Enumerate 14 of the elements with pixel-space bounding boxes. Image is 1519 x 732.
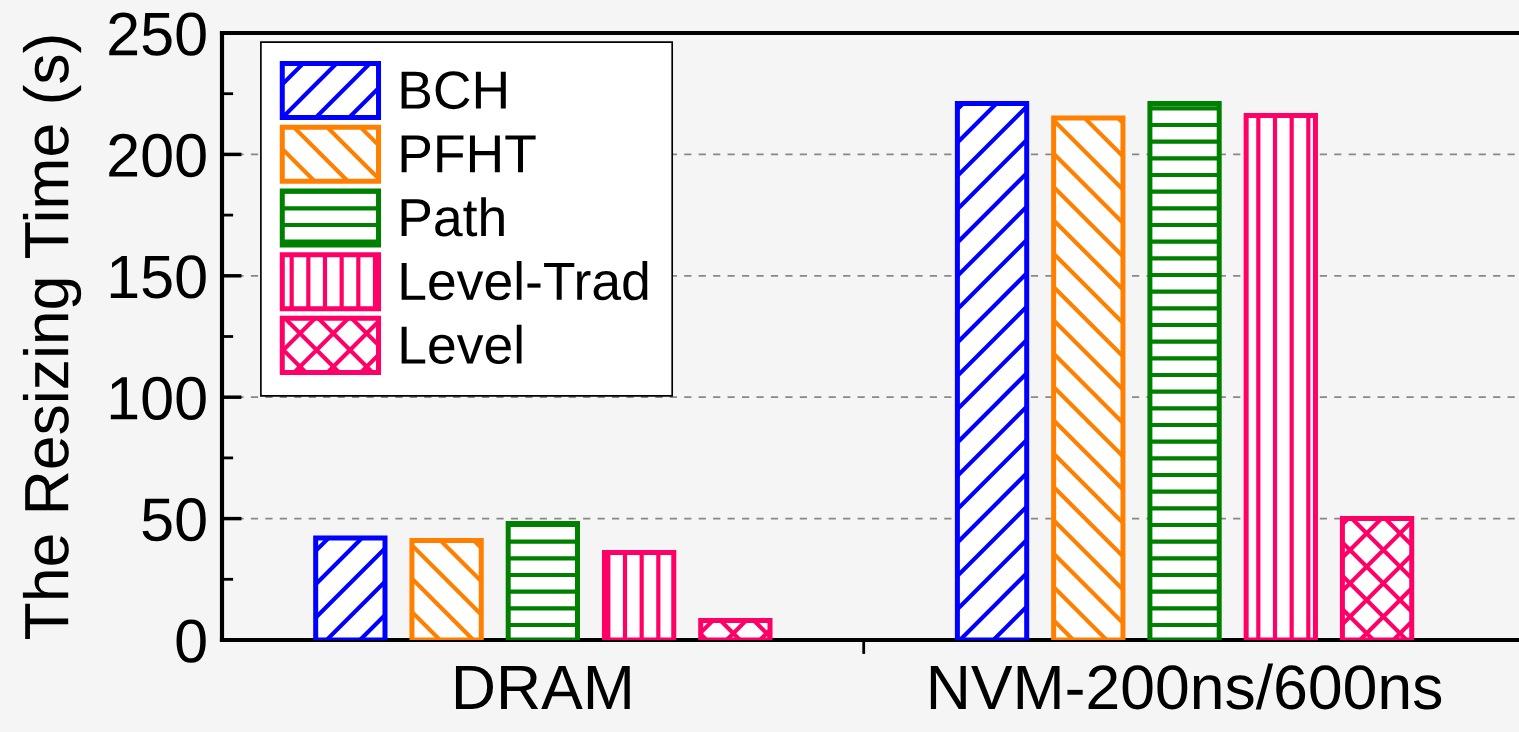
y-tick-label: 250: [109, 12, 206, 56]
legend-label: PFHT: [401, 135, 536, 173]
legend-label: BCH: [401, 71, 506, 110]
y-tick-label: 0: [176, 619, 206, 663]
y-tick-label: 100: [110, 376, 206, 420]
x-tick-label: NVM-200ns/600ns: [930, 663, 1442, 710]
legend-label: Path: [401, 197, 504, 237]
x-tick-label: DRAM: [455, 665, 630, 709]
y-tick-label: 200: [109, 133, 206, 178]
legend-label: Level-Trad: [401, 261, 648, 301]
legend-label: Level: [401, 324, 522, 364]
y-tick-label: 50: [142, 498, 206, 542]
y-tick-label: 150: [110, 255, 206, 299]
y-axis-title: The Resizing Time (s): [22, 36, 82, 639]
